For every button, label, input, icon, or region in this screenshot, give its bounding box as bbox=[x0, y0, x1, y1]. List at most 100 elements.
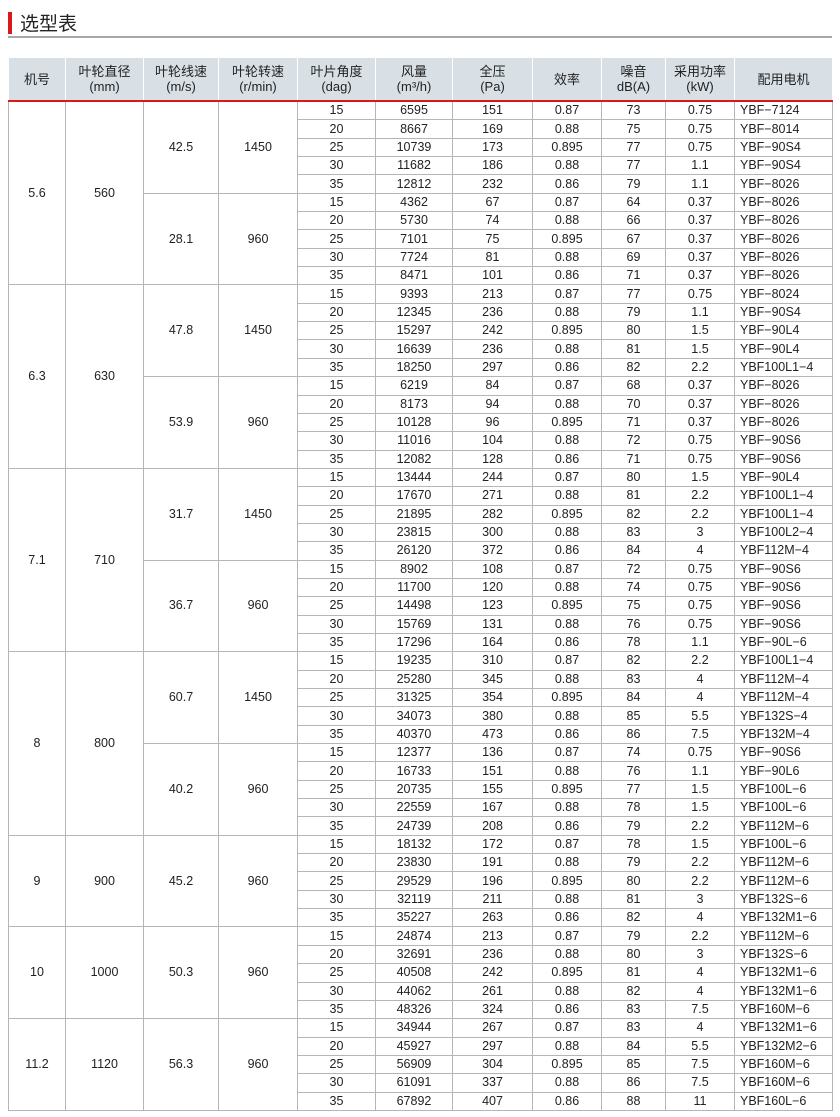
cell-blade-angle: 15 bbox=[297, 100, 376, 121]
table-row: 30 34073 380 0.88 85 5.5 YBF132S−4 bbox=[9, 706, 833, 726]
cell-motor: YBF−90S6 bbox=[734, 449, 833, 469]
table-row: 20 11700 120 0.88 74 0.75 YBF−90S6 bbox=[9, 577, 833, 598]
cell-total-pressure: 75 bbox=[452, 229, 533, 249]
column-header-text: (m³/h) bbox=[396, 79, 432, 94]
table-row: 25 10739 173 0.895 77 0.75 YBF−90S4 bbox=[9, 137, 833, 158]
cell-power: 11 bbox=[665, 1091, 735, 1111]
cell-motor: YBF160M−6 bbox=[734, 1073, 833, 1093]
cell-power: 2.2 bbox=[665, 926, 735, 946]
cell-motor: YBF−90L4 bbox=[734, 321, 833, 341]
cell-blade-angle: 25 bbox=[297, 1054, 376, 1075]
cell-motor: YBF−8026 bbox=[734, 266, 833, 286]
cell-blade-angle: 30 bbox=[297, 247, 376, 268]
cell-blade-angle: 15 bbox=[297, 926, 376, 946]
table-row: 40.2 960 15 12377 136 0.87 74 0.75 YBF−90S6 bbox=[9, 743, 833, 836]
cell-power: 1.5 bbox=[665, 321, 735, 341]
cell-noise: 79 bbox=[601, 302, 666, 323]
cell-efficiency: 0.895 bbox=[532, 504, 602, 524]
cell-blade-angle: 35 bbox=[297, 999, 376, 1020]
cell-power: 0.37 bbox=[665, 192, 735, 213]
cell-efficiency: 0.895 bbox=[532, 779, 602, 800]
cell-air-flow: 31325 bbox=[375, 687, 453, 708]
cell-air-flow: 11700 bbox=[375, 577, 453, 598]
cell-blade-angle: 30 bbox=[297, 889, 376, 910]
cell-power: 1.5 bbox=[665, 834, 735, 855]
cell-blade-angle: 15 bbox=[297, 467, 376, 488]
cell-blade-angle: 20 bbox=[297, 761, 376, 781]
cell-rotation-speed: 960 bbox=[218, 1018, 298, 1111]
cell-total-pressure: 380 bbox=[452, 706, 533, 726]
cell-blade-angle: 30 bbox=[297, 522, 376, 543]
cell-air-flow: 12377 bbox=[375, 743, 453, 763]
cell-efficiency: 0.86 bbox=[532, 816, 602, 836]
cell-air-flow: 8667 bbox=[375, 119, 453, 139]
cell-total-pressure: 108 bbox=[452, 559, 533, 579]
cell-total-pressure: 337 bbox=[452, 1073, 533, 1093]
cell-efficiency: 0.895 bbox=[532, 137, 602, 158]
cell-motor: YBF100L−6 bbox=[734, 834, 833, 855]
cell-noise: 81 bbox=[601, 889, 666, 910]
cell-noise: 67 bbox=[601, 229, 666, 249]
cell-power: 0.75 bbox=[665, 449, 735, 469]
cell-noise: 82 bbox=[601, 504, 666, 524]
cell-motor: YBF−8026 bbox=[734, 376, 833, 396]
cell-noise: 72 bbox=[601, 559, 666, 579]
cell-power: 4 bbox=[665, 981, 735, 1001]
cell-total-pressure: 96 bbox=[452, 412, 533, 433]
cell-impeller-diameter: 560 bbox=[65, 100, 144, 286]
table-row: 9 900 45.2 960 15 18132 172 0.87 78 1.5 YBF100L−6 bbox=[8, 834, 833, 928]
cell-rotation-speed: 1450 bbox=[218, 651, 298, 745]
cell-air-flow: 17670 bbox=[375, 486, 453, 506]
cell-motor: YBF−8026 bbox=[734, 174, 833, 194]
cell-efficiency: 0.88 bbox=[532, 522, 602, 543]
cell-total-pressure: 236 bbox=[452, 339, 533, 359]
cell-total-pressure: 101 bbox=[452, 266, 533, 286]
table-row: 20 12345 236 0.88 79 1.1 YBF−90S4 bbox=[9, 302, 833, 323]
cell-total-pressure: 372 bbox=[452, 541, 533, 561]
cell-power: 4 bbox=[665, 908, 735, 928]
cell-total-pressure: 263 bbox=[452, 908, 533, 928]
cell-efficiency: 0.88 bbox=[532, 944, 602, 965]
cell-efficiency: 0.88 bbox=[532, 761, 602, 781]
cell-power: 3 bbox=[665, 944, 735, 965]
cell-total-pressure: 242 bbox=[452, 963, 533, 983]
cell-air-flow: 67892 bbox=[375, 1091, 453, 1111]
cell-air-flow: 4362 bbox=[375, 192, 453, 213]
table-row: 35 12812 232 0.86 79 1.1 YBF−8026 bbox=[9, 174, 833, 194]
cell-total-pressure: 151 bbox=[452, 761, 533, 781]
cell-impeller-diameter: 800 bbox=[65, 651, 144, 836]
cell-air-flow: 18132 bbox=[375, 834, 453, 855]
cell-air-flow: 5730 bbox=[375, 211, 453, 231]
cell-tip-speed: 50.3 bbox=[143, 926, 219, 1020]
cell-motor: YBF−8026 bbox=[734, 192, 833, 213]
cell-total-pressure: 407 bbox=[452, 1091, 533, 1111]
cell-air-flow: 12345 bbox=[375, 302, 453, 323]
cell-motor: YBF112M−4 bbox=[734, 687, 833, 708]
cell-air-flow: 26120 bbox=[375, 541, 453, 561]
cell-air-flow: 10739 bbox=[375, 137, 453, 158]
cell-noise: 77 bbox=[601, 284, 666, 304]
cell-air-flow: 14498 bbox=[375, 596, 453, 616]
cell-total-pressure: 310 bbox=[452, 651, 533, 671]
cell-power: 1.1 bbox=[665, 761, 735, 781]
cell-motor: YBF100L−6 bbox=[734, 779, 833, 800]
column-header-text: (m/s) bbox=[166, 79, 196, 94]
cell-noise: 71 bbox=[601, 266, 666, 286]
cell-motor: YBF112M−6 bbox=[734, 816, 833, 836]
cell-noise: 83 bbox=[601, 1018, 666, 1038]
cell-air-flow: 44062 bbox=[375, 981, 453, 1001]
cell-noise: 82 bbox=[601, 908, 666, 928]
table-row: 35 26120 372 0.86 84 4 YBF112M−4 bbox=[9, 541, 833, 561]
table-row: 35 8471 101 0.86 71 0.37 YBF−8026 bbox=[9, 266, 833, 286]
cell-rotation-speed: 960 bbox=[218, 834, 298, 928]
column-header-text: 风量 bbox=[400, 64, 427, 79]
cell-noise: 76 bbox=[601, 614, 666, 634]
cell-blade-angle: 25 bbox=[297, 779, 376, 800]
table-row: 25 21895 282 0.895 82 2.2 YBF100L1−4 bbox=[9, 504, 833, 524]
cell-power: 0.37 bbox=[665, 394, 735, 414]
cell-power: 0.37 bbox=[665, 412, 735, 433]
cell-power: 1.1 bbox=[665, 632, 735, 653]
cell-model-no: 5.6 bbox=[8, 100, 66, 286]
cell-air-flow: 20735 bbox=[375, 779, 453, 800]
table-row: 35 35227 263 0.86 82 4 YBF132M1−6 bbox=[9, 908, 833, 928]
